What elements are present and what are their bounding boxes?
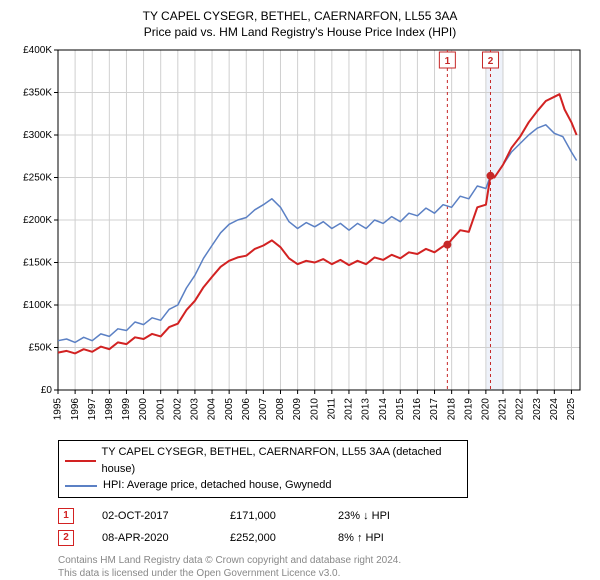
legend-entry: TY CAPEL CYSEGR, BETHEL, CAERNARFON, LL5… [65,444,461,477]
svg-text:2003: 2003 [190,398,201,421]
svg-text:2012: 2012 [344,398,355,421]
svg-text:2015: 2015 [395,398,406,421]
transaction-table: 1 02-OCT-2017 £171,000 23% ↓ HPI 2 08-APR-202… [58,508,590,546]
transaction-date: 02-OCT-2017 [102,510,202,522]
svg-text:2008: 2008 [275,398,286,421]
title-line-1: TY CAPEL CYSEGR, BETHEL, CAERNARFON, LL5… [10,8,590,24]
svg-text:1999: 1999 [121,398,132,421]
svg-text:£300K: £300K [23,130,52,141]
transaction-price: £171,000 [230,510,310,522]
title-line-2: Price paid vs. HM Land Registry's House … [10,24,590,40]
transaction-badge: 2 [58,530,74,546]
svg-text:2001: 2001 [155,398,166,421]
chart-area: £0 £50K £100K £150K £200K £250K £300K £350K £400… [10,44,590,434]
svg-text:2002: 2002 [172,398,183,421]
chart-svg: £0 £50K £100K £150K £200K £250K £300K £350K £400… [10,44,590,434]
svg-text:2005: 2005 [224,398,235,421]
svg-text:£50K: £50K [29,343,53,354]
svg-text:2020: 2020 [481,398,492,421]
svg-text:£350K: £350K [23,88,52,99]
svg-text:£250K: £250K [23,173,52,184]
svg-text:2022: 2022 [515,398,526,421]
svg-text:£0: £0 [41,385,53,396]
footer-line-2: This data is licensed under the Open Gov… [58,567,590,580]
svg-text:2014: 2014 [378,398,389,421]
transaction-row: 1 02-OCT-2017 £171,000 23% ↓ HPI [58,508,590,524]
chart-container: TY CAPEL CYSEGR, BETHEL, CAERNARFON, LL5… [0,0,600,560]
svg-text:2023: 2023 [532,398,543,421]
transaction-date: 08-APR-2020 [102,532,202,544]
footer-line-1: Contains HM Land Registry data © Crown c… [58,554,590,567]
title-block: TY CAPEL CYSEGR, BETHEL, CAERNARFON, LL5… [10,8,590,40]
transaction-row: 2 08-APR-2020 £252,000 8% ↑ HPI [58,530,590,546]
svg-text:2024: 2024 [549,398,560,421]
svg-text:2019: 2019 [463,398,474,421]
legend-entry: HPI: Average price, detached house, Gwyn… [65,477,461,494]
svg-text:1996: 1996 [70,398,81,421]
footer-attribution: Contains HM Land Registry data © Crown c… [58,554,590,580]
svg-text:2007: 2007 [258,398,269,421]
legend-label: HPI: Average price, detached house, Gwyn… [103,477,332,494]
transaction-price: £252,000 [230,532,310,544]
legend-swatch [65,460,96,462]
transaction-delta: 23% ↓ HPI [338,510,428,522]
svg-text:2021: 2021 [498,398,509,421]
svg-text:2004: 2004 [207,398,218,421]
svg-text:2013: 2013 [361,398,372,421]
svg-text:2025: 2025 [566,398,577,421]
svg-text:2009: 2009 [292,398,303,421]
legend-box: TY CAPEL CYSEGR, BETHEL, CAERNARFON, LL5… [58,440,468,498]
svg-text:1: 1 [445,56,451,67]
transaction-badge: 1 [58,508,74,524]
svg-text:1998: 1998 [104,398,115,421]
transaction-delta: 8% ↑ HPI [338,532,428,544]
svg-text:2010: 2010 [309,398,320,421]
svg-text:2018: 2018 [446,398,457,421]
svg-text:£100K: £100K [23,300,52,311]
legend-swatch [65,485,97,487]
svg-text:2017: 2017 [429,398,440,421]
svg-text:£400K: £400K [23,45,52,56]
svg-text:2: 2 [488,56,494,67]
svg-text:1995: 1995 [53,398,64,421]
svg-text:2006: 2006 [241,398,252,421]
svg-text:2011: 2011 [326,398,337,420]
svg-text:£150K: £150K [23,258,52,269]
legend-label: TY CAPEL CYSEGR, BETHEL, CAERNARFON, LL5… [102,444,461,477]
svg-text:2000: 2000 [138,398,149,421]
svg-text:1997: 1997 [87,398,98,421]
svg-text:£200K: £200K [23,215,52,226]
svg-text:2016: 2016 [412,398,423,421]
